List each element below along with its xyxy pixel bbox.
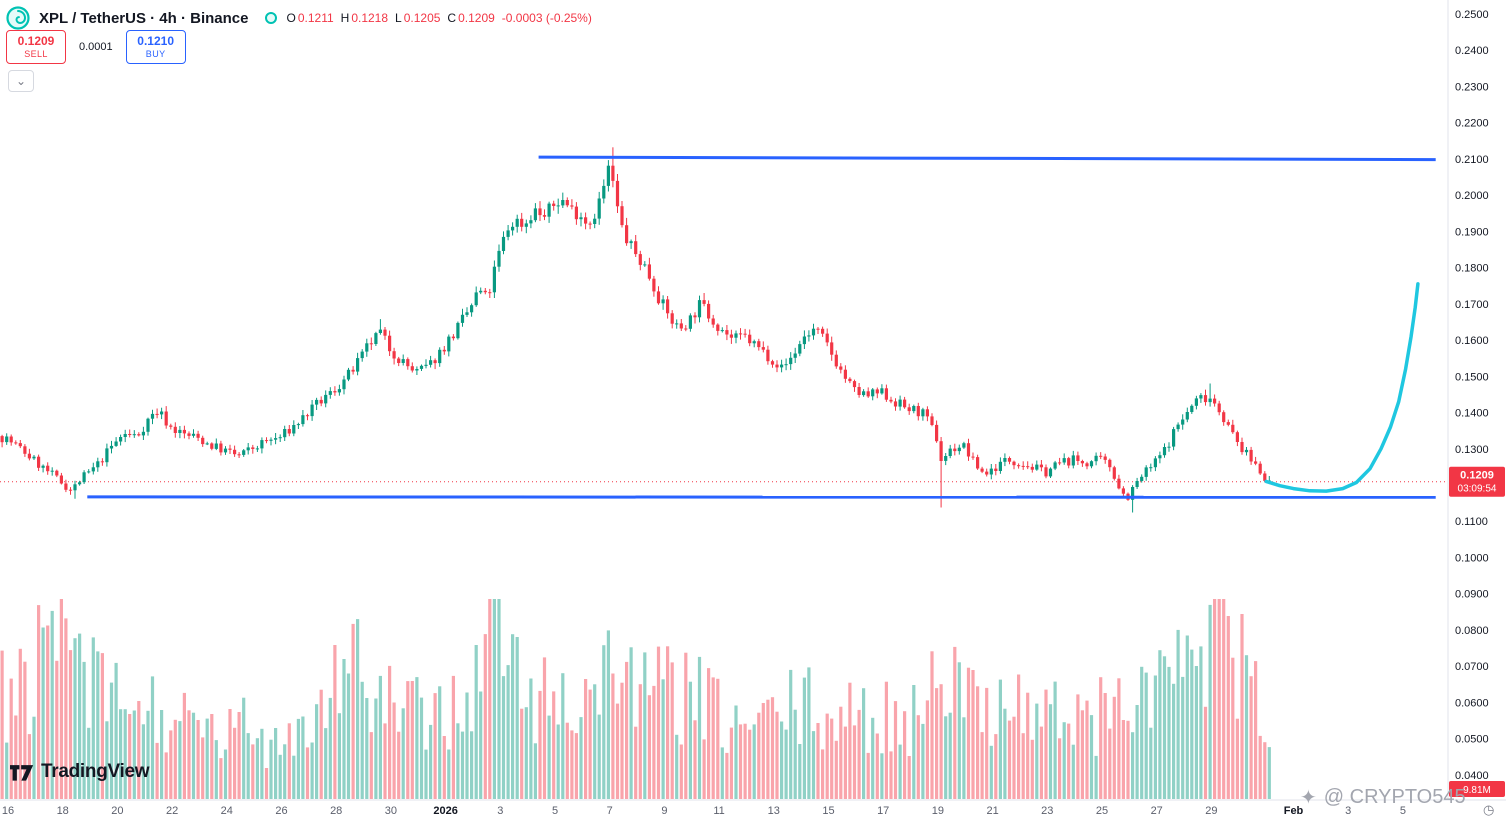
spread-value: 0.0001 — [79, 41, 113, 53]
svg-text:0.0600: 0.0600 — [1455, 697, 1489, 709]
svg-text:0.2000: 0.2000 — [1455, 190, 1489, 202]
svg-text:26: 26 — [275, 805, 287, 817]
sell-button[interactable]: 0.1209 SELL — [6, 30, 66, 64]
svg-text:0.1500: 0.1500 — [1455, 371, 1489, 383]
close-label: C — [447, 11, 457, 25]
svg-text:23: 23 — [1041, 805, 1053, 817]
svg-text:Feb: Feb — [1284, 805, 1304, 817]
svg-text:22: 22 — [166, 805, 178, 817]
svg-text:0.1209: 0.1209 — [1460, 470, 1494, 482]
svg-text:0.2200: 0.2200 — [1455, 118, 1489, 130]
ohlc-values: O 0.1211 H 0.1218 L 0.1205 C 0.1209 -0.0… — [287, 11, 592, 25]
svg-text:0.0500: 0.0500 — [1455, 734, 1489, 746]
buy-label: BUY — [145, 48, 166, 59]
open-label: O — [286, 11, 296, 25]
svg-text:0.2300: 0.2300 — [1455, 82, 1489, 94]
open-value: 0.1211 — [297, 11, 334, 25]
high-label: H — [340, 11, 350, 25]
symbol-logo-icon — [6, 6, 30, 30]
star-icon: ✦ — [1300, 787, 1317, 809]
buy-price: 0.1210 — [137, 33, 174, 48]
buy-button[interactable]: 0.1210 BUY — [125, 30, 186, 64]
svg-text:3: 3 — [1345, 805, 1351, 817]
svg-text:0.2100: 0.2100 — [1455, 154, 1489, 166]
svg-text:9.81M: 9.81M — [1463, 785, 1491, 796]
low-label: L — [395, 11, 402, 25]
svg-text:16: 16 — [2, 805, 14, 817]
svg-text:24: 24 — [221, 805, 233, 817]
svg-text:11: 11 — [713, 805, 724, 817]
svg-text:15: 15 — [822, 805, 834, 817]
watermark-text: @ CRYPTO545 — [1323, 786, 1466, 808]
watermark: ✦ @ CRYPTO545 — [1300, 785, 1466, 810]
svg-text:9: 9 — [661, 805, 667, 817]
svg-text:0.1400: 0.1400 — [1455, 408, 1489, 420]
svg-text:0.1800: 0.1800 — [1455, 263, 1489, 275]
svg-text:20: 20 — [111, 805, 123, 817]
sell-price: 0.1209 — [17, 33, 55, 48]
svg-text:27: 27 — [1151, 805, 1163, 817]
svg-text:0.1000: 0.1000 — [1455, 552, 1489, 564]
svg-text:0.1300: 0.1300 — [1455, 444, 1489, 456]
change-value: -0.0003 (-0.25%) — [501, 11, 592, 25]
svg-text:0.1600: 0.1600 — [1455, 335, 1489, 347]
svg-text:19: 19 — [932, 805, 944, 817]
svg-text:0.1100: 0.1100 — [1455, 516, 1488, 528]
tradingview-glyph-icon — [10, 765, 34, 781]
svg-text:5: 5 — [1400, 805, 1406, 817]
svg-text:0.2500: 0.2500 — [1455, 9, 1489, 21]
svg-text:2026: 2026 — [433, 805, 457, 817]
svg-text:18: 18 — [57, 805, 69, 817]
svg-text:21: 21 — [986, 805, 998, 817]
svg-text:7: 7 — [607, 805, 613, 817]
symbol-header: XPL / TetherUS · 4h · Binance O 0.1211 H… — [6, 5, 592, 31]
svg-text:0.2400: 0.2400 — [1455, 45, 1489, 57]
trade-panel: 0.1209 SELL 0.0001 0.1210 BUY — [6, 30, 186, 64]
close-value: 0.1209 — [458, 11, 495, 25]
svg-text:0.1700: 0.1700 — [1455, 299, 1489, 311]
svg-text:03:09:54: 03:09:54 — [1458, 484, 1497, 495]
svg-text:0.0900: 0.0900 — [1455, 589, 1489, 601]
symbol-title[interactable]: XPL / TetherUS · 4h · Binance — [39, 9, 249, 27]
svg-text:0.0400: 0.0400 — [1455, 770, 1489, 782]
svg-text:25: 25 — [1096, 805, 1108, 817]
svg-text:3: 3 — [497, 805, 503, 817]
svg-text:13: 13 — [768, 805, 780, 817]
collapse-trade-panel-button[interactable]: ⌄ — [8, 70, 34, 92]
svg-text:0.0700: 0.0700 — [1455, 661, 1489, 673]
svg-text:0.1900: 0.1900 — [1455, 226, 1489, 238]
tradingview-label: TradingView — [41, 761, 150, 782]
high-value: 0.1218 — [351, 11, 389, 25]
chevron-down-icon: ⌄ — [15, 74, 27, 88]
svg-text:0.0800: 0.0800 — [1455, 625, 1489, 637]
low-value: 0.1205 — [403, 11, 441, 25]
timezone-clock-icon[interactable]: ◷ — [1483, 802, 1495, 817]
svg-text:5: 5 — [552, 805, 558, 817]
svg-text:28: 28 — [330, 805, 342, 817]
svg-text:17: 17 — [877, 805, 889, 817]
sell-label: SELL — [24, 48, 48, 59]
tradingview-logo[interactable]: TradingView — [10, 761, 150, 783]
svg-text:30: 30 — [385, 805, 397, 817]
market-status-icon — [264, 12, 277, 24]
svg-text:29: 29 — [1205, 805, 1217, 817]
